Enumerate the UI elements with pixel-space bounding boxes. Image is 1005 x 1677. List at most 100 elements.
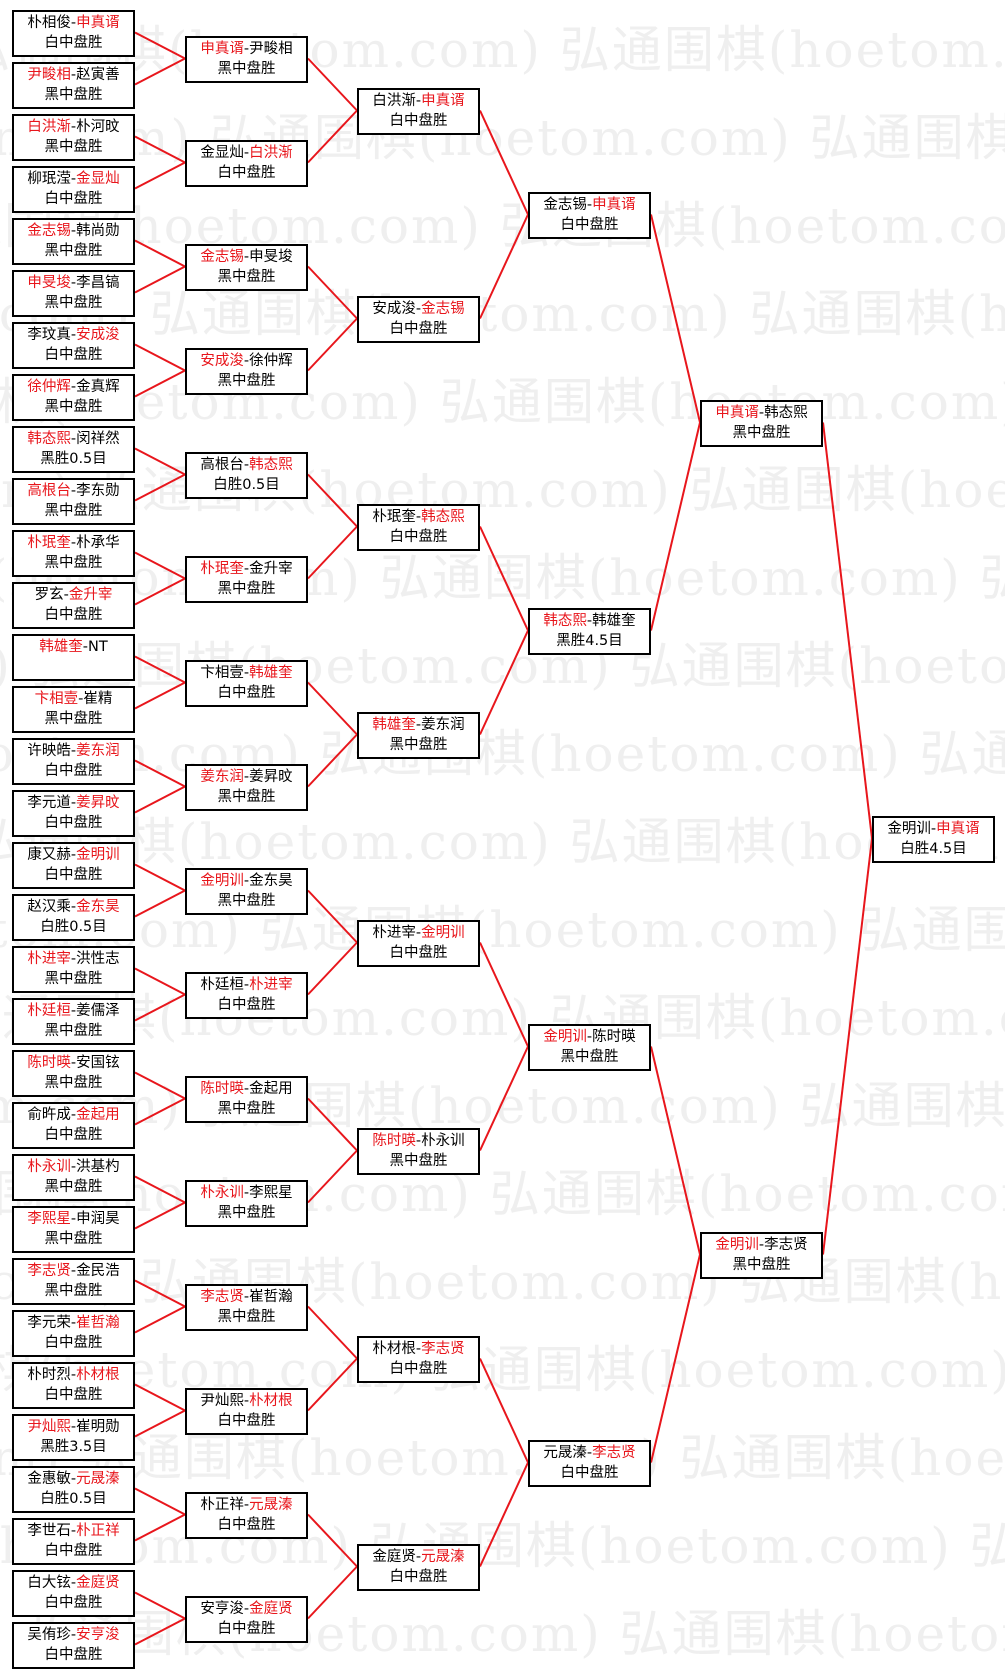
match-result: 黑中盘胜: [44, 139, 103, 155]
player-2: 朴承华: [76, 535, 120, 551]
connector-line: [307, 1305, 358, 1360]
match-players: 尹灿熙-朴材根: [187, 1391, 306, 1411]
match-box-round-1: 陈时暎-安国铉 黑中盘胜: [12, 1050, 135, 1097]
separator: -: [70, 1263, 77, 1279]
match-box-round-6: 金明训-申真谞 白胜4.5目: [872, 816, 995, 863]
player-1: 吴侑珍: [27, 1627, 71, 1643]
player-1: 尹灿熙: [27, 1419, 71, 1435]
separator: -: [415, 301, 422, 317]
match-box-round-2: 申真谞-尹畯相 黑中盘胜: [185, 36, 308, 83]
watermark-row: 弘通围棋(hoetom.com) 弘通围棋(hoetom.com) 弘通围棋(h…: [0, 813, 1005, 871]
match-players: 金志锡-申真谞: [530, 195, 649, 215]
connector-line: [479, 526, 529, 631]
separator: -: [70, 275, 77, 291]
connector-line: [307, 1097, 358, 1152]
player-1: 朴进宰: [372, 925, 416, 941]
player-1: 高根台: [200, 457, 244, 473]
separator: -: [70, 379, 77, 395]
match-box-round-1: 朴永训-洪基杓 黑中盘胜: [12, 1154, 135, 1201]
match-players: 吴侑珍-安亨浚: [14, 1625, 133, 1645]
player-2: 金升宰: [249, 561, 293, 577]
separator: -: [78, 691, 84, 707]
match-players: 韩雄奎-NT: [14, 637, 133, 657]
separator: -: [415, 717, 422, 733]
connector-line: [134, 447, 186, 476]
player-2: 陈时暎: [592, 1029, 636, 1045]
connector-line: [134, 655, 186, 684]
player-1: 韩雄奎: [372, 717, 416, 733]
separator: -: [243, 1289, 250, 1305]
match-box-round-2: 安成浚-徐仲辉 黑中盘胜: [185, 348, 308, 395]
match-result: 黑胜0.5目: [40, 451, 107, 467]
match-players: 罗玄-金升宰: [14, 585, 133, 605]
separator: -: [70, 535, 77, 551]
match-result: 黑中盘胜: [44, 711, 103, 727]
watermark-row: 弘通围棋(hoetom.com) 弘通围棋(hoetom.com) 弘通围棋(h…: [0, 725, 1005, 783]
separator: -: [70, 1211, 77, 1227]
player-2: 金显灿: [76, 171, 120, 187]
connector-line: [134, 1409, 186, 1438]
player-1: 安亨浚: [200, 1601, 244, 1617]
match-players: 朴珉奎-朴承华: [14, 533, 133, 553]
separator: -: [70, 1055, 77, 1071]
match-players: 申真谞-韩态熙: [702, 403, 821, 423]
match-players: 姜东润-姜昇旼: [187, 767, 306, 787]
match-result: 黑中盘胜: [732, 425, 791, 441]
match-box-round-1: 李志贤-金民浩 黑中盘胜: [12, 1258, 135, 1305]
match-box-round-1: 吴侑珍-安亨浚 白中盘胜: [12, 1622, 135, 1669]
separator: -: [243, 665, 250, 681]
connector-line: [134, 993, 186, 1022]
watermark-row: 弘通围棋(hoetom.com) 弘通围棋(hoetom.com) 弘通围棋(h…: [0, 549, 1005, 607]
separator: -: [243, 41, 250, 57]
connector-line: [307, 57, 358, 112]
player-1: 康又赫: [27, 847, 71, 863]
player-2: 申真谞: [421, 93, 465, 109]
separator: -: [415, 509, 422, 525]
match-players: 尹畯相-赵寅善: [14, 65, 133, 85]
separator: -: [70, 1471, 77, 1487]
match-box-round-2: 卞相壹-韩雄奎 白中盘胜: [185, 660, 308, 707]
player-2: 申真谞: [76, 15, 120, 31]
player-2: 金东昊: [76, 899, 120, 915]
match-result: [14, 657, 133, 677]
match-box-round-1: 朴珉奎-朴承华 黑中盘胜: [12, 530, 135, 577]
player-2: 元晟溱: [421, 1549, 465, 1565]
separator: -: [243, 1185, 250, 1201]
separator: -: [70, 483, 77, 499]
player-1: 朴珉奎: [372, 509, 416, 525]
match-box-round-2: 高根台-韩态熙 白胜0.5目: [185, 452, 308, 499]
match-box-round-1: 尹畯相-赵寅善 黑中盘胜: [12, 62, 135, 109]
player-1: 申真谞: [715, 405, 759, 421]
connector-line: [134, 1383, 186, 1412]
match-players: 金明训-李志贤: [702, 1235, 821, 1255]
player-2: 安成浚: [76, 327, 120, 343]
match-box-round-2: 朴廷桓-朴进宰 白中盘胜: [185, 972, 308, 1019]
player-2: 金民浩: [76, 1263, 120, 1279]
connector-line: [134, 785, 186, 814]
player-2: 李志贤: [592, 1445, 636, 1461]
match-box-round-2: 金显灿-白洪渐 白中盘胜: [185, 140, 308, 187]
match-players: 朴珉奎-韩态熙: [359, 507, 478, 527]
match-result: 黑中盘胜: [44, 503, 103, 519]
player-1: 白大铉: [27, 1575, 71, 1591]
separator: -: [243, 249, 250, 265]
match-players: 尹灿熙-崔明勋: [14, 1417, 133, 1437]
match-box-round-1: 徐仲辉-金真辉 黑中盘胜: [12, 374, 135, 421]
match-box-round-3: 白洪渐-申真谞 白中盘胜: [357, 88, 480, 135]
connector-line: [307, 317, 358, 372]
match-box-round-1: 李世石-朴正祥 白中盘胜: [12, 1518, 135, 1565]
separator: -: [586, 197, 593, 213]
player-1: 朴进宰: [27, 951, 71, 967]
separator: -: [243, 1081, 250, 1097]
player-1: 金显灿: [200, 145, 244, 161]
separator: -: [415, 1133, 422, 1149]
separator: -: [70, 431, 77, 447]
player-2: 姜儒泽: [76, 1003, 120, 1019]
connector-line: [307, 1149, 358, 1204]
match-players: 朴相俊-申真谞: [14, 13, 133, 33]
player-2: 韩雄奎: [249, 665, 293, 681]
match-box-round-1: 朴廷桓-姜儒泽 黑中盘胜: [12, 998, 135, 1045]
match-result: 白中盘胜: [44, 347, 103, 363]
match-result: 黑中盘胜: [44, 971, 103, 987]
match-box-round-1: 赵汉乘-金东昊 白胜0.5目: [12, 894, 135, 941]
